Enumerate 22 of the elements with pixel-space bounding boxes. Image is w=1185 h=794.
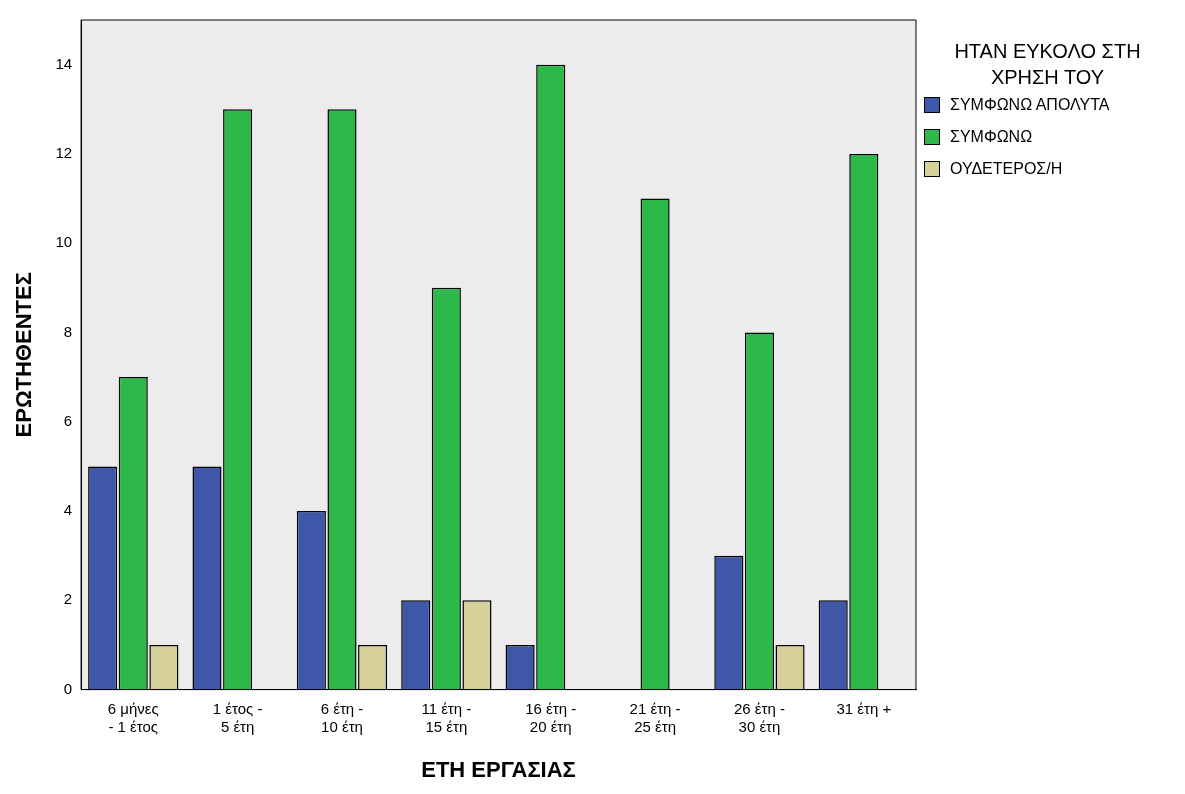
y-tick-label: 12 — [55, 144, 73, 162]
y-tick-label: 0 — [63, 679, 73, 697]
x-axis-title: ΕΤΗ ΕΡΓΑΣΙΑΣ — [421, 756, 576, 782]
legend-label: ΣΥΜΦΩΝΩ ΑΠΟΛΥΤΑ — [950, 96, 1110, 114]
legend-title: ΗΤΑΝ ΕΥΚΟΛΟ ΣΤΗ ΧΡΗΣΗ ΤΟΥ — [953, 39, 1142, 90]
y-tick-label: 10 — [55, 233, 73, 251]
x-tick-label: 16 έτη - 20 έτη — [525, 699, 577, 735]
legend-label: ΟΥΔΕΤΕΡΟΣ/Η — [950, 160, 1063, 178]
y-tick-label: 8 — [63, 322, 73, 340]
x-tick-label: 11 έτη - 15 έτη — [421, 699, 472, 735]
x-tick-label: 31 έτη + — [836, 699, 892, 717]
x-tick-label: 6 μήνες - 1 έτος — [107, 699, 159, 735]
y-axis-title: ΕΡΩΤΗΘΕΝΤΕΣ — [11, 272, 37, 438]
y-tick-label: 4 — [63, 501, 73, 519]
y-tick-label: 2 — [63, 590, 73, 608]
x-tick-label: 26 έτη - 30 έτη — [733, 699, 785, 735]
x-tick-label: 21 έτη - 25 έτη — [629, 699, 681, 735]
x-tick-label: 6 έτη - 10 έτη — [320, 699, 364, 735]
y-tick-label: 6 — [63, 411, 73, 429]
y-tick-label: 14 — [55, 54, 73, 72]
x-tick-label: 1 έτος - 5 έτη — [212, 699, 263, 735]
legend-label: ΣΥΜΦΩΝΩ — [950, 128, 1033, 146]
